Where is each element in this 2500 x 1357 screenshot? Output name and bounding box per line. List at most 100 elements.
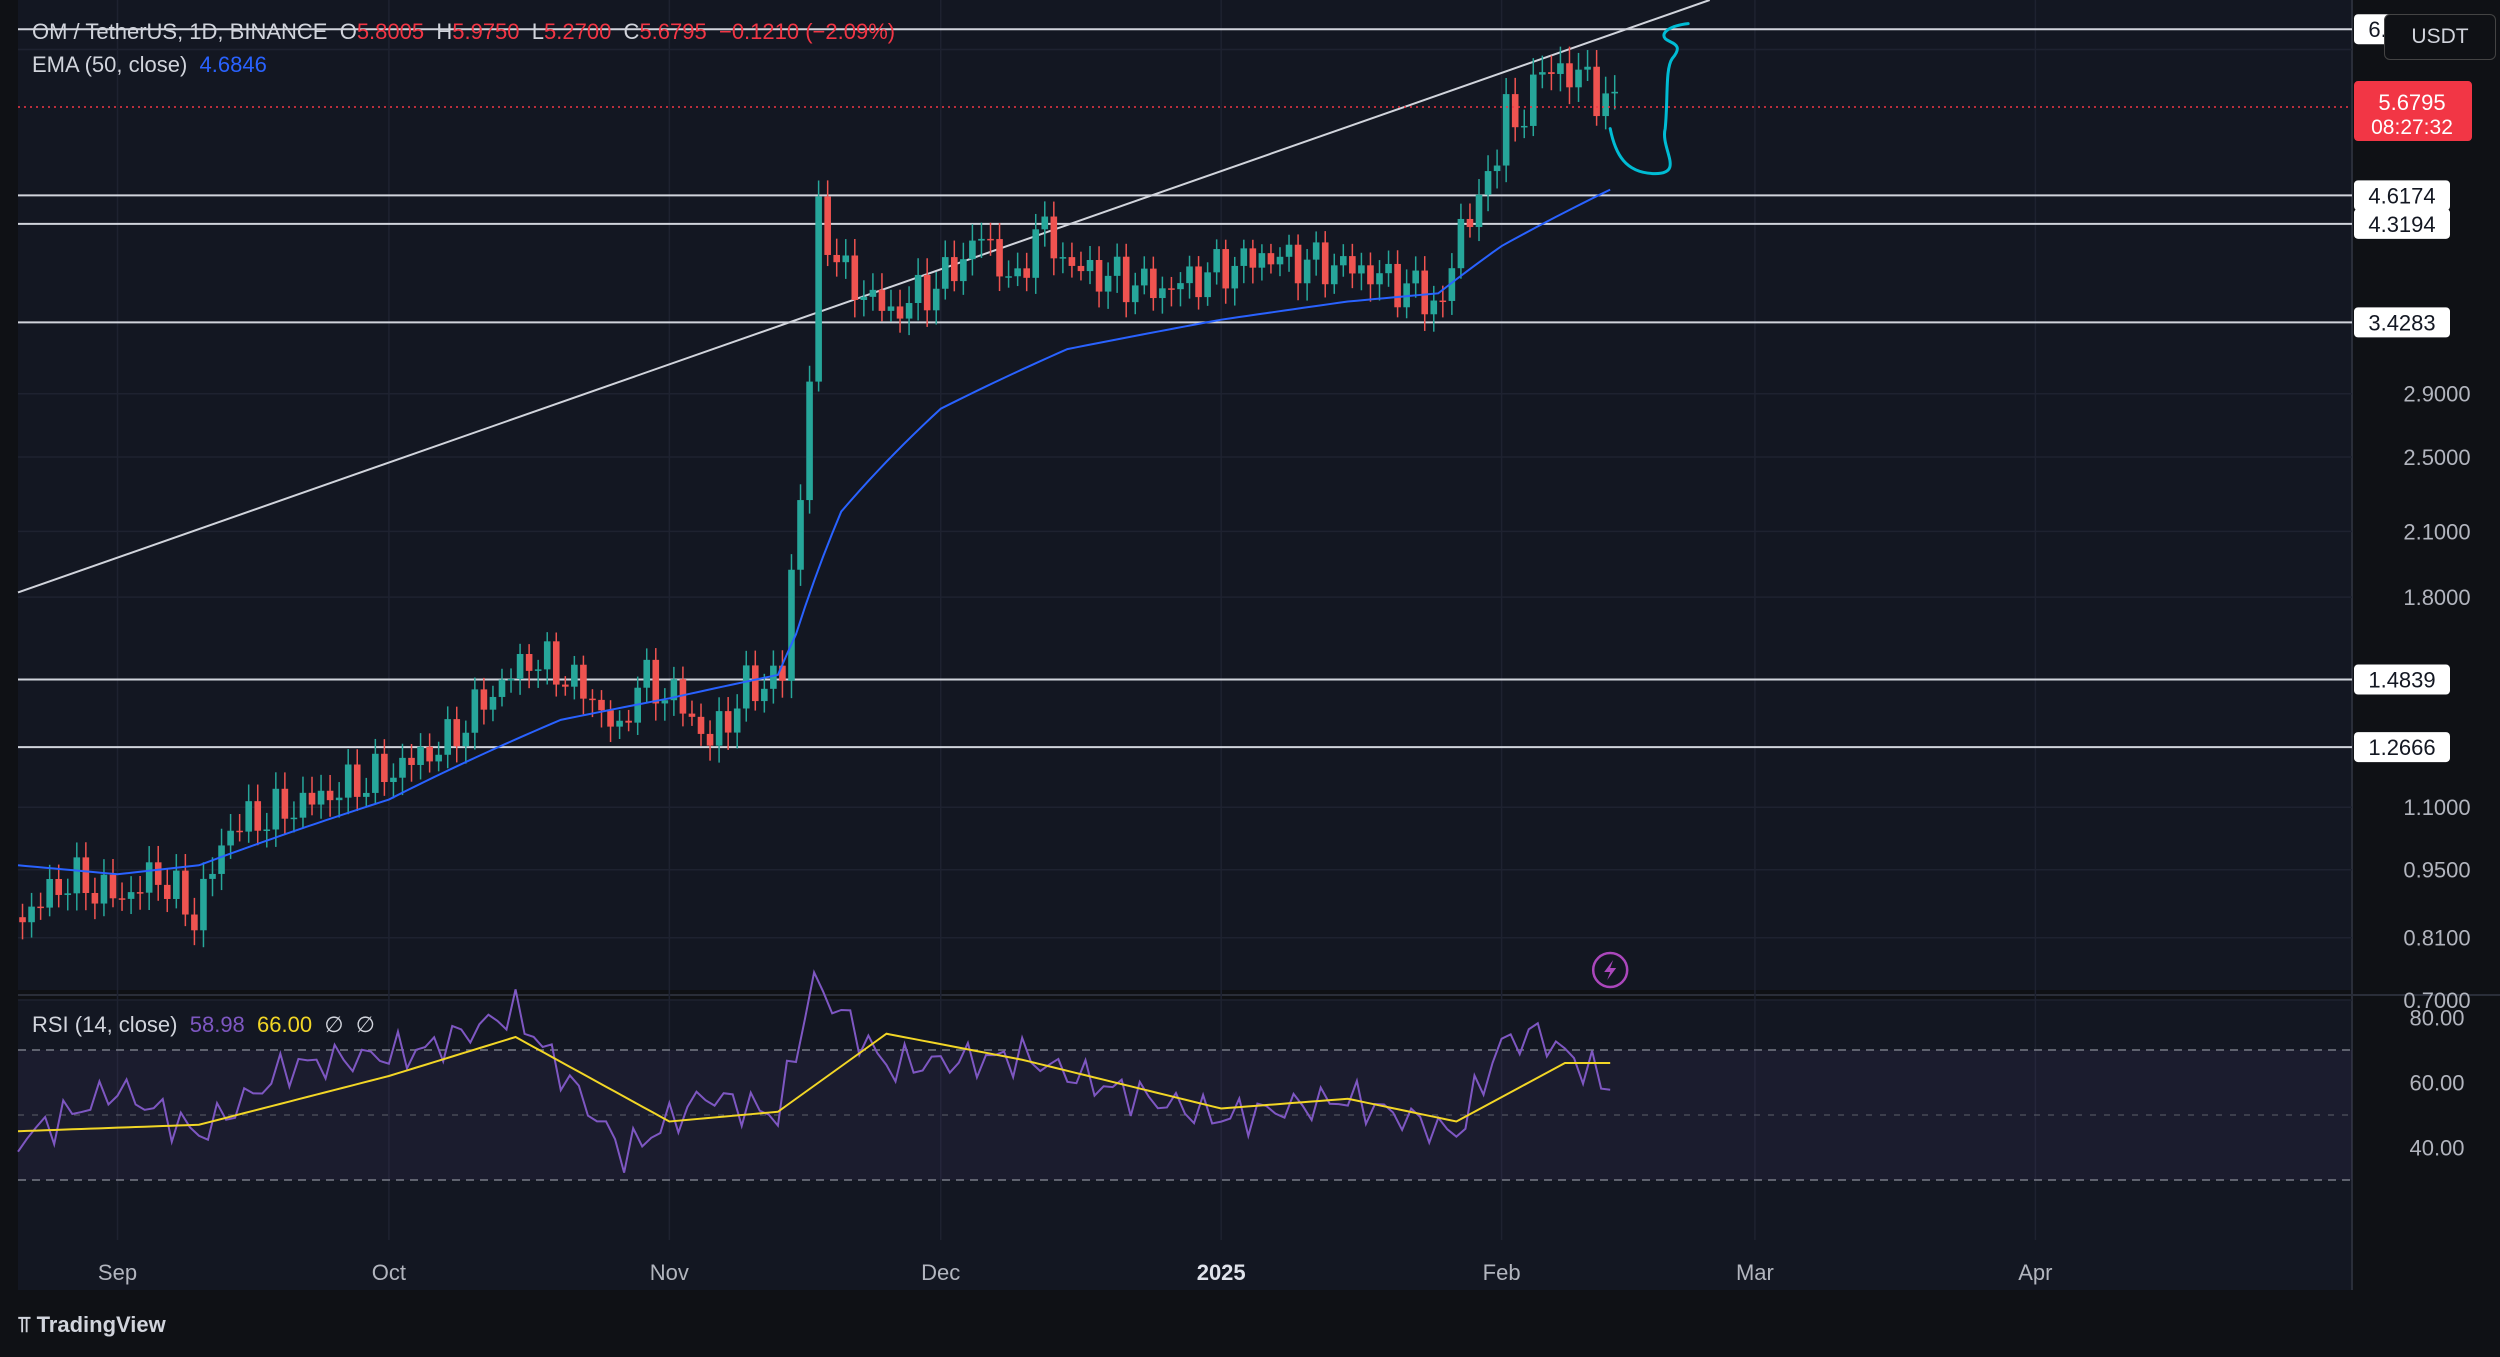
candle-body [1213,249,1220,273]
candle [245,784,252,843]
ema-value: 4.6846 [199,52,267,77]
candle [1195,256,1202,310]
time-axis-pane [18,1240,2352,1290]
rsi-axis-tick: 80.00 [2409,1006,2464,1031]
candle-body [733,708,741,733]
candle-body [824,196,831,255]
candle-body [28,906,35,923]
candle-body [1168,288,1175,290]
candle-body [625,720,632,723]
candle-body [118,898,126,900]
candle [326,774,334,817]
candle [987,222,994,256]
candle-body [1511,94,1519,128]
candle [435,741,442,772]
candle [543,632,551,685]
candle [136,876,144,910]
candle [923,258,931,327]
candle-body [751,665,759,702]
candle [1122,243,1130,318]
candle-body [761,688,768,702]
candle [1258,244,1266,281]
rsi-legend[interactable]: RSI (14, close) 58.98 66.00 ∅ ∅ [32,1012,375,1038]
ema-label: EMA (50, close) [32,52,188,77]
candle-body [1475,194,1483,228]
candle [1412,256,1419,298]
candle [697,703,705,746]
candle-body [1005,276,1012,278]
candle-body [1023,268,1030,278]
candle-body [797,500,804,570]
candle-body [887,306,895,311]
candle-body [73,857,81,894]
ema-legend[interactable]: EMA (50, close) 4.6846 [32,52,267,78]
candle [1231,256,1239,306]
low-value: 5.2700 [544,19,612,44]
candle [1005,260,1012,288]
candle [200,862,207,948]
candle-body [1294,244,1302,284]
candle-body [290,817,298,820]
candle-body [1385,263,1392,274]
candle-body [978,238,985,241]
candle-body [788,569,795,681]
candle-body [1376,273,1383,285]
candle-body [1204,272,1211,298]
candle-body [372,753,379,793]
candle [507,668,515,693]
open-label: O [339,19,357,44]
candle-body [1267,253,1275,265]
level-tag-text: 3.4283 [2368,310,2435,335]
candle-body [1520,125,1528,128]
level-tag-text: 1.2666 [2368,735,2435,760]
high-value: 5.9750 [452,19,520,44]
candle-body [1113,256,1121,276]
candle-body [562,684,569,687]
candle [218,828,225,891]
candle [344,749,352,815]
candle [145,846,153,910]
candle-body [1412,270,1419,284]
candle-body [1367,265,1374,285]
candle [851,239,859,318]
candle-body [1548,72,1555,74]
candle-body [399,757,406,778]
candle [978,222,985,258]
candle [1086,245,1094,285]
time-axis-label: Oct [372,1260,406,1285]
candle-body [326,790,334,801]
candle [64,878,72,911]
candle-body [869,289,877,297]
candle [706,720,714,761]
tradingview-icon: ⫪ [18,1312,31,1337]
candle [562,676,569,696]
rsi-setting-2: ∅ [355,1012,375,1037]
candle-body [145,862,153,893]
candle-body [1584,66,1591,70]
candle [616,710,623,740]
candle [1285,234,1293,272]
candle-body [1222,249,1230,289]
candle-body [1529,74,1537,126]
currency-button[interactable]: USDT [2384,14,2496,60]
tradingview-logo[interactable]: ⫪ TradingView [18,1312,166,1338]
candle [1168,276,1175,307]
candle-body [679,679,687,714]
candle [824,180,831,267]
candle-body [905,303,913,319]
candle-body [1557,63,1564,74]
rsi-ma-value: 66.00 [257,1012,313,1037]
candle-body [154,862,162,885]
candle-body [851,255,859,300]
candle [878,273,886,322]
candle [209,857,216,897]
candle-body [589,698,596,701]
candle-body [1086,260,1094,272]
candle [1213,239,1220,285]
candle-body [1186,266,1193,284]
candle [317,774,325,819]
candle [390,763,397,799]
candle-body [1448,268,1456,301]
rsi-label: RSI (14, close) [32,1012,178,1037]
